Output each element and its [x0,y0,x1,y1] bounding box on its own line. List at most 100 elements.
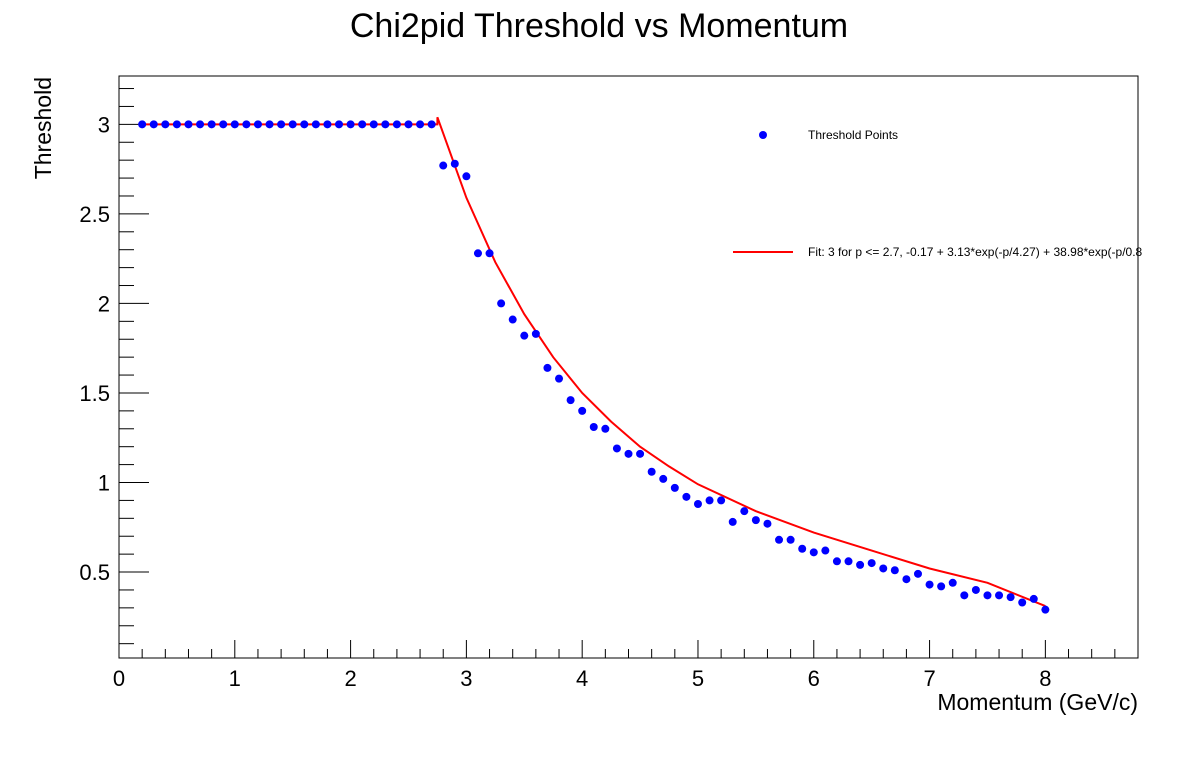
y-tick-label: 2 [98,291,110,316]
data-point [670,483,679,492]
data-point [473,249,482,258]
data-point [311,120,320,129]
data-point [381,120,390,129]
data-point [219,120,228,129]
chart-title: Chi2pid Threshold vs Momentum [350,7,848,45]
data-point [196,120,205,129]
data-point [925,580,934,589]
data-point [937,582,946,591]
data-point [693,499,702,508]
data-point [867,559,876,568]
x-tick-label: 4 [576,666,588,691]
data-point [253,120,262,129]
data-point [207,120,216,129]
legend-label: Threshold Points [808,128,898,142]
fit-line [142,116,1046,608]
data-point [809,548,818,557]
data-point [636,449,645,458]
x-tick-label: 3 [460,666,472,691]
data-point [439,161,448,170]
data-point [242,120,251,129]
data-point [277,120,286,129]
data-point [369,120,378,129]
data-point [879,564,888,573]
data-point [624,449,633,458]
x-tick-label: 6 [808,666,820,691]
data-point [948,578,957,587]
data-point [508,315,517,324]
x-tick-label: 8 [1039,666,1051,691]
x-axis-label: Momentum (GeV/c) [937,689,1138,715]
data-point [589,422,598,431]
data-point [358,120,367,129]
data-point [300,120,309,129]
y-tick-label: 3 [98,112,110,137]
data-point [1041,605,1050,614]
plot-area [138,116,1050,614]
data-point [335,120,344,129]
data-point [531,329,540,338]
data-point [740,507,749,516]
data-point [647,467,656,476]
y-axis-label: Threshold [30,77,56,179]
x-tick-label: 0 [113,666,125,691]
data-point [995,591,1004,600]
data-point [161,120,170,129]
data-point [323,120,332,129]
legend: Threshold Points Fit: 3 for p <= 2.7, -0.… [733,128,1143,259]
data-point [230,120,239,129]
data-point [555,374,564,383]
y-tick-label: 2.5 [79,202,110,227]
data-point [682,492,691,501]
data-point [138,120,147,129]
data-point [578,406,587,415]
data-point [821,546,830,555]
data-point [543,363,552,372]
x-axis: 0 1 2 3 4 5 6 7 8 [113,640,1139,691]
y-tick-label: 0.5 [79,560,110,585]
x-tick-label: 7 [923,666,935,691]
data-point [1018,598,1027,607]
data-point [971,585,980,594]
data-point [983,591,992,600]
data-point [404,120,413,129]
data-point [763,519,772,528]
data-point [728,517,737,526]
x-tick-label: 5 [692,666,704,691]
data-point [172,120,181,129]
data-point [1029,594,1038,603]
data-point [612,444,621,453]
legend-label: Fit: 3 for p <= 2.7, -0.17 + 3.13*exp(-p… [808,245,1143,259]
data-point [659,474,668,483]
data-point [346,120,355,129]
y-axis: 0.5 1 1.5 2 2.5 3 [79,88,149,645]
data-point [450,159,459,168]
data-point [705,496,714,505]
data-point [149,120,158,129]
data-point [832,557,841,566]
data-point [798,544,807,553]
data-point [960,591,969,600]
data-point [751,516,760,525]
data-point [416,120,425,129]
data-point [1006,593,1015,602]
data-point [520,331,529,340]
data-point [462,172,471,181]
data-point [717,496,726,505]
x-tick-label: 2 [344,666,356,691]
data-point [913,569,922,578]
data-point [890,566,899,575]
x-tick-label: 1 [229,666,241,691]
data-point [485,249,494,258]
data-point [775,535,784,544]
data-point [856,560,865,569]
y-tick-label: 1 [98,471,110,496]
data-point [392,120,401,129]
y-tick-label: 1.5 [79,381,110,406]
data-point [427,120,436,129]
data-point [265,120,274,129]
data-point [497,299,506,308]
data-point [184,120,193,129]
data-point [786,535,795,544]
